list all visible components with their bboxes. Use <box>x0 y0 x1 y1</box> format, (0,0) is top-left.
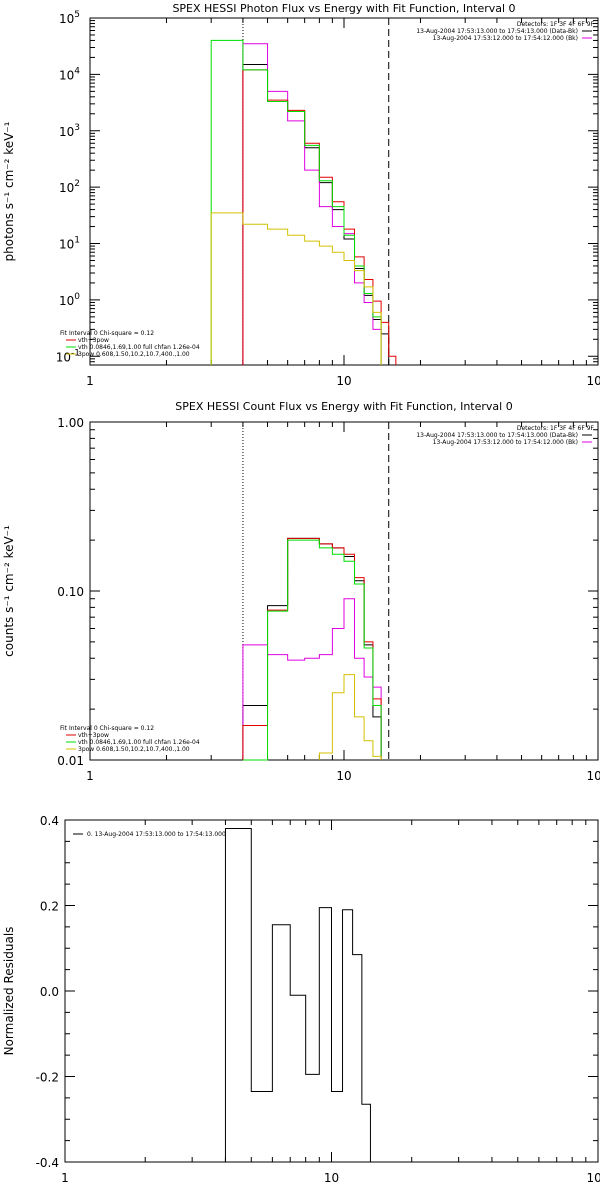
y-tick-label: 104 <box>59 66 80 82</box>
fit-summary-label: Fit Interval 0 Chi-square = 0.12 <box>60 330 154 337</box>
fit-legend-entry: 3pow 0.608,1.50,10.2,10.7,400.,1.00 <box>78 746 190 753</box>
plot-frame <box>89 17 599 366</box>
detectors-label: Detectors: 1F 3F 4F 6F 9F <box>517 425 595 432</box>
y-axis-label: Normalized Residuals <box>2 927 16 1056</box>
chart-title: SPEX HESSI Photon Flux vs Energy with Fi… <box>172 2 515 15</box>
x-tick-label: 100 <box>587 769 600 783</box>
y-tick-label: 103 <box>59 123 80 139</box>
series-step-5 <box>210 212 382 365</box>
fit-legend-entry: vth 0.0846,1.69,1.00 full chfan 1.26e-04 <box>78 344 200 351</box>
legend-entry: 13-Aug-2004 17:53:12.000 to 17:54:12.000… <box>433 35 578 42</box>
series-step-5 <box>318 674 382 760</box>
legend-entry: 13-Aug-2004 17:53:12.000 to 17:54:12.000… <box>433 439 578 446</box>
y-tick-label: 0.4 <box>40 814 59 828</box>
y-tick-label: 102 <box>59 179 80 195</box>
y-tick-label: 101 <box>59 236 80 252</box>
legend-entry: 13-Aug-2004 17:53:13.000 to 17:54:13.000… <box>416 432 578 439</box>
fit-legend-entry: 3pow 0.608,1.50,10.2,10.7,400.,1.00 <box>78 351 190 358</box>
x-tick-label: 100 <box>587 1171 600 1185</box>
y-tick-label: -0.4 <box>36 1156 59 1170</box>
x-tick-label: 100 <box>587 374 600 388</box>
y-tick-label: 0.0 <box>40 985 59 999</box>
series-step-1 <box>242 537 382 760</box>
fit-legend-entry: vth+3pow <box>78 732 109 739</box>
y-tick-label: 10-1 <box>56 348 80 364</box>
x-tick-label: 1 <box>86 769 94 783</box>
y-axis-label: photons s⁻¹ cm⁻² keV⁻¹ <box>2 121 16 261</box>
x-tick-label: 1 <box>61 1171 69 1185</box>
series-step-4 <box>242 539 382 761</box>
panel-1: SPEX HESSI Photon Flux vs Energy with Fi… <box>2 2 600 388</box>
y-tick-label: 105 <box>59 10 80 26</box>
y-axis-label: counts s⁻¹ cm⁻² keV⁻¹ <box>2 525 16 657</box>
fit-legend-entry: vth 0.0846,1.69,1.00 full chfan 1.26e-04 <box>78 739 200 746</box>
series-step-4 <box>210 39 382 365</box>
series-step-2 <box>242 598 382 760</box>
x-tick-label: 1 <box>86 374 94 388</box>
y-tick-label: 0.01 <box>57 754 84 768</box>
series-step-1 <box>242 63 390 365</box>
x-tick-label: 10 <box>336 769 351 783</box>
chart-title: SPEX HESSI Count Flux vs Energy with Fit… <box>175 400 512 413</box>
detectors-label: Detectors: 1F 3F 4F 6F 9F <box>517 21 595 28</box>
legend-entry: 13-Aug-2004 17:53:13.000 to 17:54:13.000… <box>416 28 578 35</box>
panel-2: SPEX HESSI Count Flux vs Energy with Fit… <box>2 400 600 783</box>
fit-legend-entry: vth+3pow <box>78 337 109 344</box>
plot-frame <box>89 421 599 761</box>
x-tick-label: 10 <box>324 1171 339 1185</box>
y-tick-label: 0.10 <box>57 585 84 599</box>
y-tick-label: -0.2 <box>36 1071 59 1085</box>
y-tick-label: 0.2 <box>40 900 59 914</box>
series-step-3 <box>242 537 382 760</box>
panel-3: Normalized Residuals 1 10 100 -0.4 -0.2 0.0 0.2… <box>2 814 600 1185</box>
series-step-1 <box>224 828 371 1162</box>
x-tick-label: 10 <box>336 374 351 388</box>
y-tick-label: 100 <box>59 292 80 308</box>
fit-summary-label: Fit Interval 0 Chi-square = 0.12 <box>60 725 154 732</box>
y-tick-label: 1.00 <box>57 416 84 430</box>
series-step-2 <box>242 43 382 365</box>
legend-entry: 0. 13-Aug-2004 17:53:13.000 to 17:54:13.… <box>87 831 226 838</box>
